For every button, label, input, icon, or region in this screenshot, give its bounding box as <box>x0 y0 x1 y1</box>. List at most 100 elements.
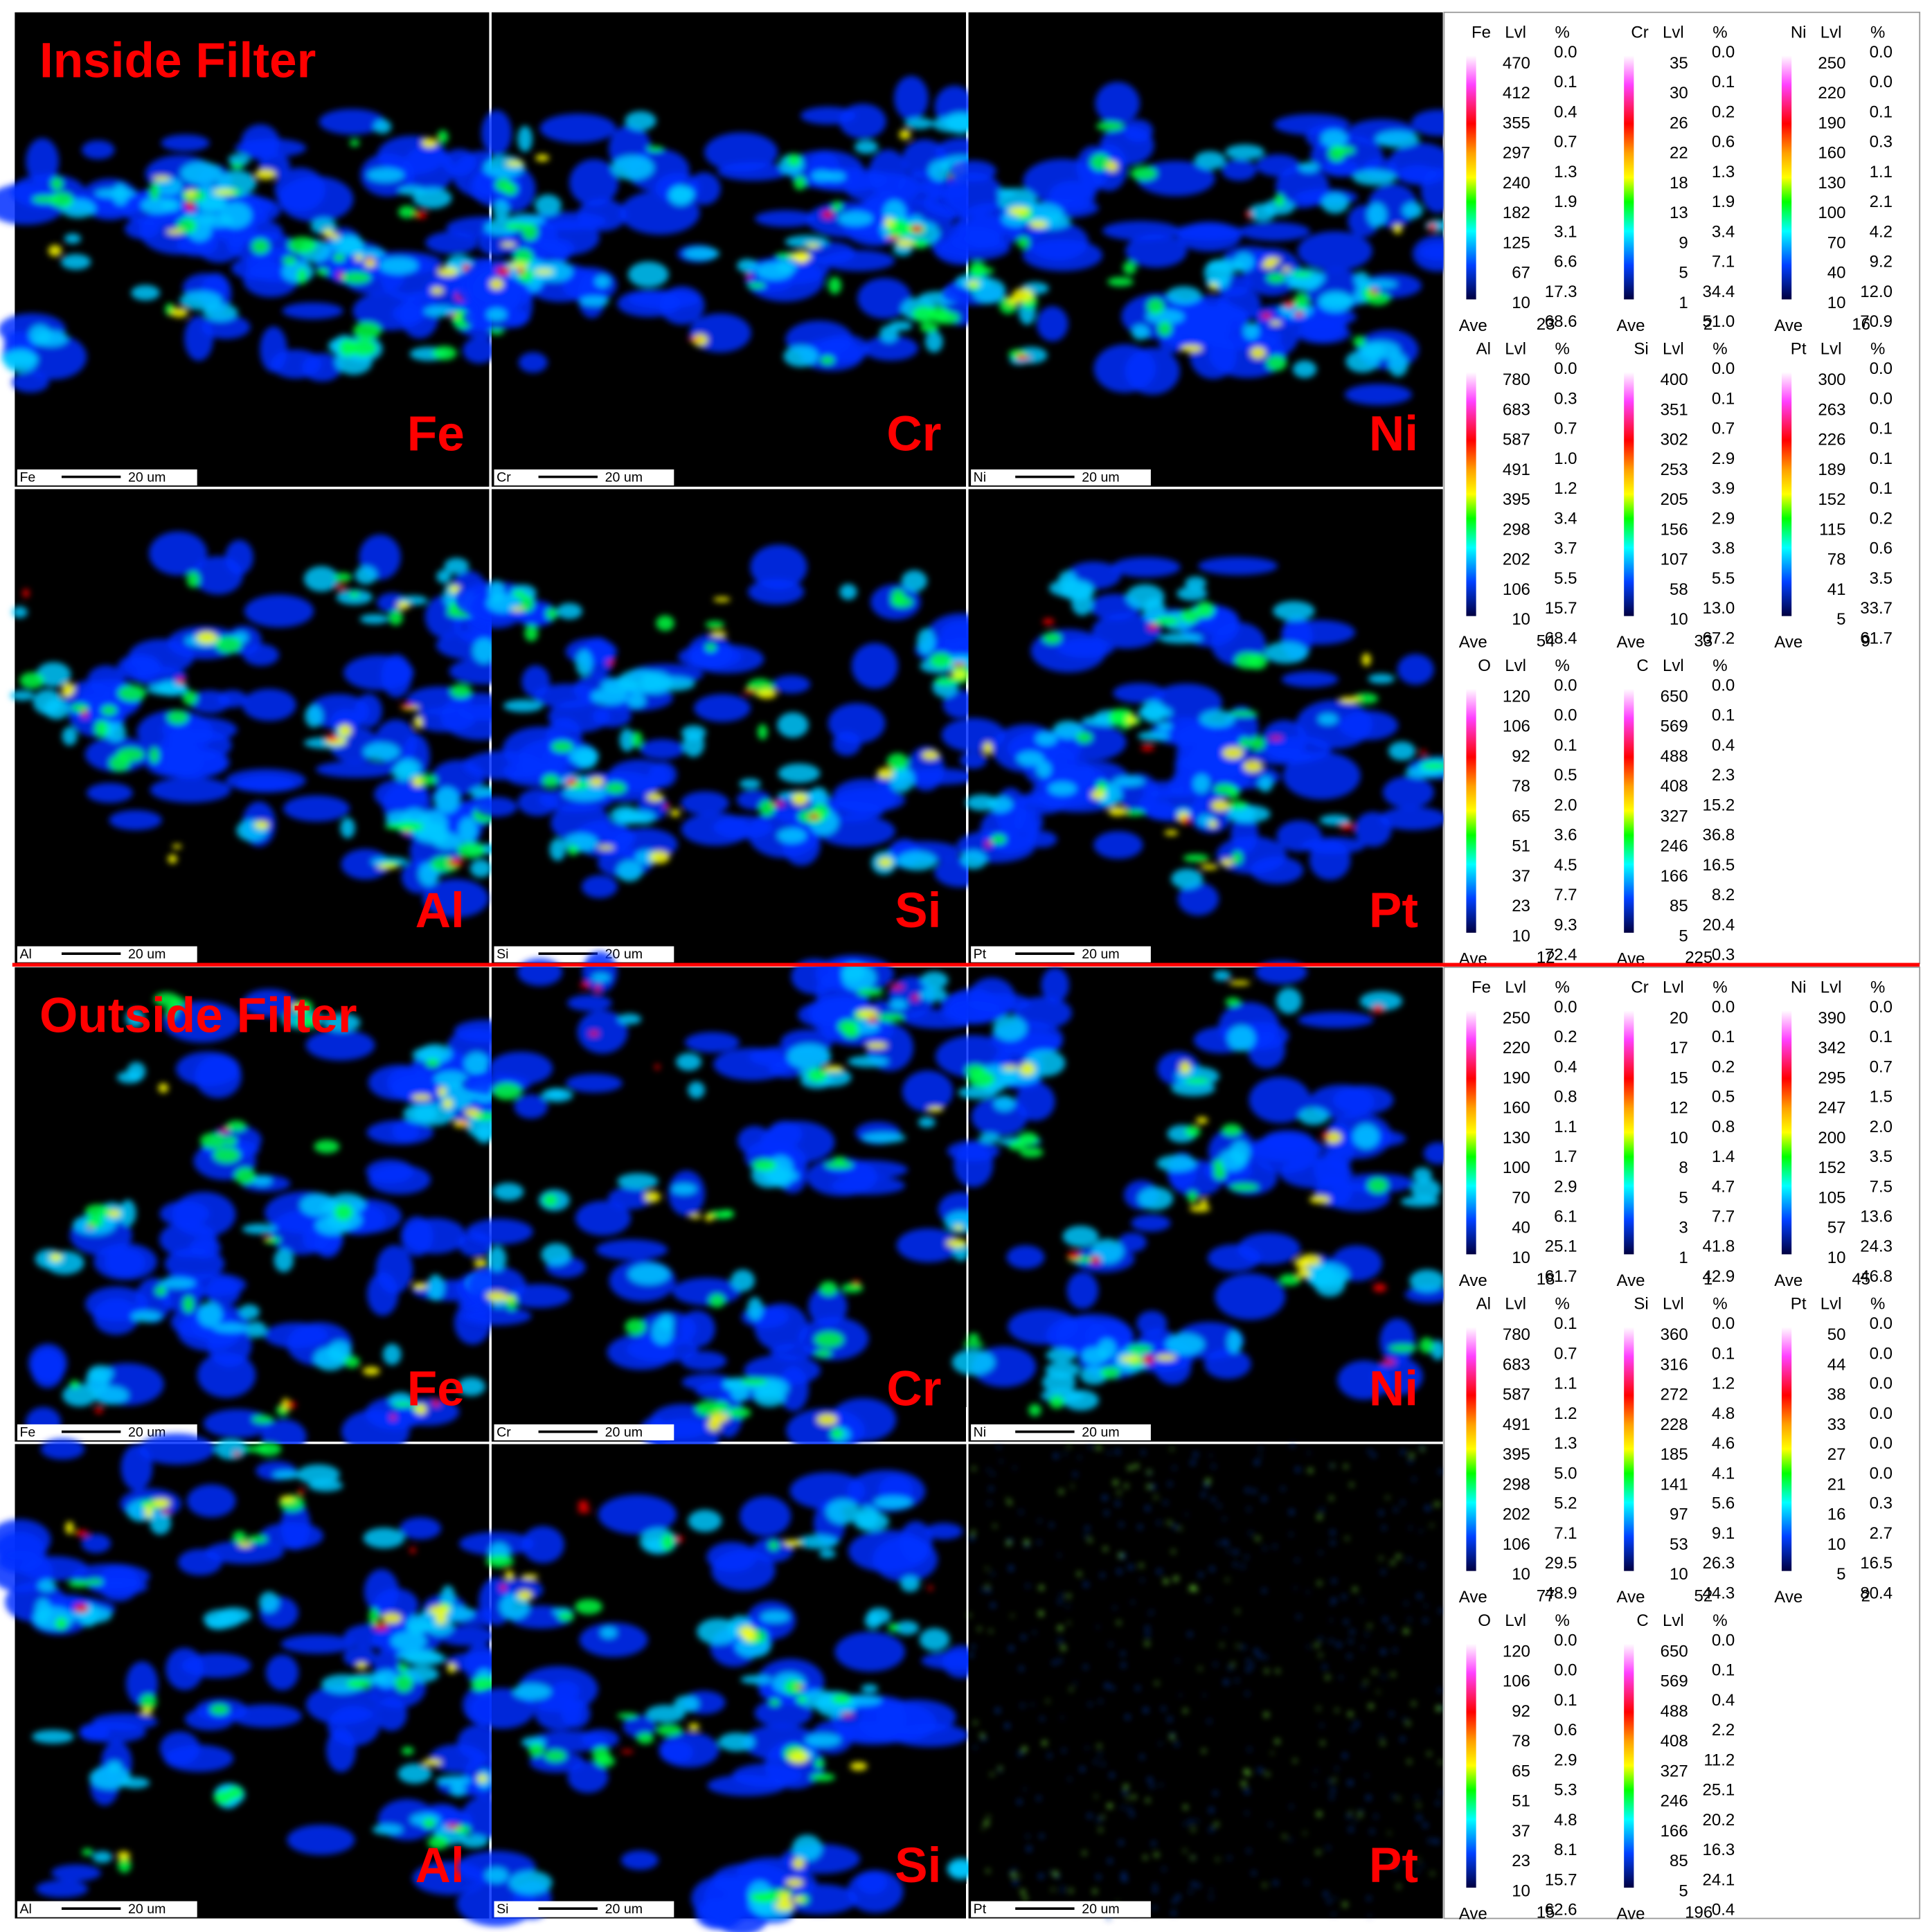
map-speckle <box>1350 1483 1354 1487</box>
map-blob <box>514 1094 548 1119</box>
map-speckle <box>1009 1566 1013 1569</box>
map-speckle <box>1111 1686 1115 1690</box>
map-blob <box>215 636 242 654</box>
legend-level: 10 <box>1512 294 1530 312</box>
legend-average: 15 <box>1537 1904 1555 1922</box>
map-blob <box>895 1620 920 1636</box>
map-blob <box>513 248 533 266</box>
map-speckle <box>1401 1501 1404 1504</box>
color-bar <box>1624 1327 1634 1571</box>
map-blob <box>659 1741 694 1764</box>
map-speckle <box>1291 1443 1295 1447</box>
scale-bar-element: Ni <box>974 470 986 485</box>
map-blob <box>1041 967 1069 1003</box>
map-blob <box>424 305 458 317</box>
map-blob <box>396 601 410 610</box>
legend-percent: 0.1 <box>1712 706 1735 725</box>
map-blob <box>176 217 197 234</box>
map-speckle <box>1415 1796 1418 1799</box>
map-blob <box>544 1749 567 1762</box>
map-blob <box>941 717 1005 752</box>
map-blob <box>574 1599 603 1615</box>
map-blob <box>795 1685 804 1689</box>
legend-percent: 4.1 <box>1712 1464 1735 1483</box>
scale-bar-element: Ni <box>974 1425 986 1440</box>
map-blob <box>1098 1339 1116 1359</box>
map-blob <box>1196 1116 1208 1125</box>
map-blob <box>833 1156 846 1164</box>
map-blob <box>579 1622 648 1657</box>
map-blob <box>896 1228 960 1262</box>
map-speckle <box>1186 1513 1188 1516</box>
map-blob <box>857 278 912 319</box>
map-blob <box>409 1547 416 1554</box>
map-speckle <box>1116 1501 1120 1506</box>
legend-level: 40 <box>1827 264 1846 283</box>
map-blob <box>287 236 317 254</box>
legend-level: 166 <box>1661 1822 1688 1841</box>
map-blob <box>82 710 88 719</box>
legend-level: 1 <box>1679 294 1688 312</box>
map-blob <box>760 1611 790 1623</box>
map-blob <box>412 776 423 787</box>
legend-percent: 0.4 <box>1712 1691 1735 1710</box>
map-blob <box>691 1875 755 1922</box>
map-blob <box>661 1533 674 1551</box>
scale-bar-text: 20 um <box>1082 947 1119 962</box>
map-blob <box>1108 807 1127 816</box>
map-blob <box>848 1530 929 1573</box>
map-blob <box>488 1246 507 1271</box>
map-blob <box>485 1555 514 1568</box>
legend-level: 10 <box>1512 1249 1530 1267</box>
map-speckle <box>1026 1846 1032 1851</box>
map-blob <box>769 1699 780 1706</box>
map-blob <box>911 238 929 249</box>
map-blob <box>924 330 943 353</box>
map-blob <box>582 951 618 993</box>
map-blob <box>452 309 467 323</box>
scale-bar-element: Cr <box>497 470 511 485</box>
legend-percent: 0.1 <box>1554 736 1577 755</box>
map-blob <box>256 1442 282 1456</box>
map-blob <box>101 705 117 716</box>
map-blob <box>339 235 364 256</box>
map-blob <box>140 1694 157 1710</box>
map-speckle <box>1258 1768 1262 1773</box>
legend-level: 27 <box>1827 1445 1846 1464</box>
map-speckle <box>1033 1631 1036 1634</box>
map-blob <box>1225 144 1265 160</box>
map-speckle <box>1404 1629 1408 1634</box>
map-blob <box>1183 854 1210 863</box>
map-blob <box>314 1140 340 1154</box>
map-blob <box>35 1879 89 1898</box>
map-blob <box>746 1296 763 1321</box>
map-blob <box>681 812 751 846</box>
map-blob <box>517 268 525 274</box>
legend-level: 152 <box>1818 1159 1845 1177</box>
map-speckle <box>1084 1665 1088 1669</box>
map-blob <box>274 1248 294 1273</box>
map-blob <box>79 1723 110 1742</box>
legend-level-header: Lvl <box>1505 340 1526 359</box>
map-blob <box>595 985 600 993</box>
map-blob <box>958 1086 998 1099</box>
legend-percent: 3.7 <box>1554 539 1577 558</box>
map-speckle <box>1289 1510 1294 1514</box>
map-blob <box>606 660 616 665</box>
map-blob <box>55 1617 68 1630</box>
legend-percent: 1.0 <box>1554 449 1577 468</box>
legend-level: 250 <box>1503 1009 1530 1028</box>
color-bar <box>1781 1010 1792 1255</box>
legend-level: 408 <box>1661 1732 1688 1751</box>
legend-level: 205 <box>1661 490 1688 509</box>
map-blob <box>1284 301 1295 309</box>
map-blob <box>1225 997 1241 1007</box>
map-blob <box>1228 980 1251 986</box>
map-speckle <box>1354 1820 1357 1823</box>
legend-element: O <box>1478 1611 1491 1630</box>
map-blob <box>598 1494 677 1535</box>
map-speckle <box>1259 1447 1262 1450</box>
map-blob <box>1339 696 1361 704</box>
map-blob <box>166 1647 204 1690</box>
map-speckle <box>1026 1834 1030 1838</box>
